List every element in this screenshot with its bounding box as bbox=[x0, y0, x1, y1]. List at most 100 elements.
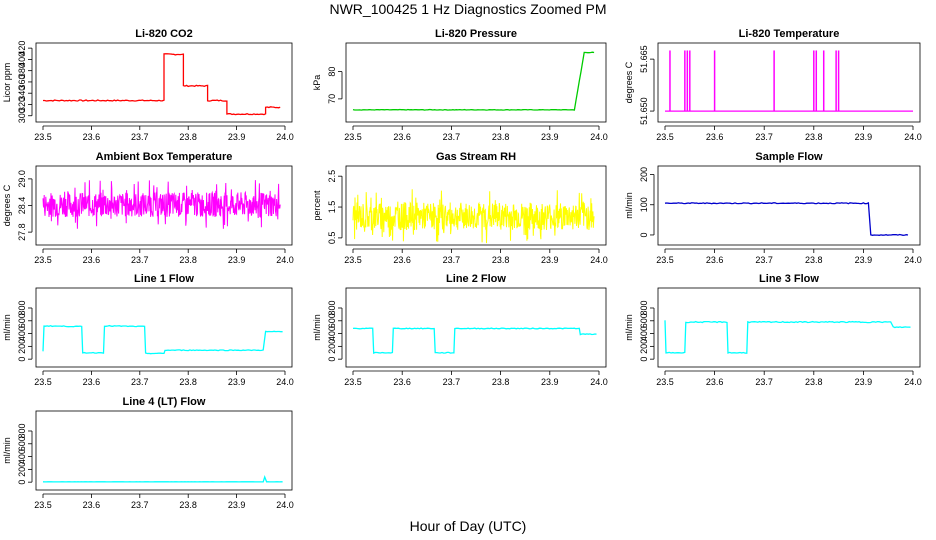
x-tick-label: 23.5 bbox=[656, 132, 674, 142]
series-line bbox=[352, 327, 597, 355]
x-tick-label: 23.8 bbox=[805, 377, 823, 387]
x-tick-label: 23.8 bbox=[805, 255, 823, 265]
x-tick-label: 24.0 bbox=[904, 255, 922, 265]
y-tick-label: 340 bbox=[17, 86, 27, 101]
y-tick-label: 800 bbox=[17, 300, 27, 315]
y-tick-label: 600 bbox=[639, 313, 649, 328]
y-tick-label: 200 bbox=[639, 167, 649, 182]
x-tick-label: 23.9 bbox=[228, 500, 246, 510]
chart-title: Line 1 Flow bbox=[134, 273, 194, 285]
y-tick-label: 0 bbox=[639, 232, 649, 237]
x-tick-label: 23.8 bbox=[492, 377, 510, 387]
plot-frame bbox=[345, 42, 607, 123]
y-tick-label: 0 bbox=[17, 357, 27, 362]
x-tick-label: 23.5 bbox=[656, 255, 674, 265]
x-tick-label: 23.6 bbox=[83, 377, 101, 387]
plot-frame bbox=[657, 42, 921, 123]
x-tick-label: 23.8 bbox=[492, 255, 510, 265]
x-tick-label: 23.7 bbox=[131, 377, 149, 387]
chart-panel: Line 3 Flow 23.5 23.6 23.7 23.8 23.9 24.0 0 2004… bbox=[624, 273, 922, 387]
chart-panel: Line 1 Flow 23.5 23.6 23.7 23.8 23.9 24.0 0 2004… bbox=[2, 273, 294, 387]
plot-frame bbox=[35, 165, 293, 246]
chart-title: Li-820 Pressure bbox=[435, 28, 517, 40]
x-tick-label: 23.9 bbox=[541, 255, 559, 265]
y-tick-label: 29.0 bbox=[17, 170, 27, 188]
y-tick-label: 800 bbox=[327, 300, 337, 315]
chart-title: Sample Flow bbox=[755, 151, 823, 163]
x-tick-label: 23.8 bbox=[179, 255, 197, 265]
y-tick-label: 0 bbox=[17, 480, 27, 485]
plot-frame bbox=[35, 287, 293, 368]
chart-title: Ambient Box Temperature bbox=[96, 151, 233, 163]
x-tick-label: 23.7 bbox=[755, 132, 773, 142]
chart-panel: Line 4 (LT) Flow 23.5 23.6 23.7 23.8 23.9 24.0… bbox=[2, 396, 294, 510]
x-tick-label: 23.9 bbox=[855, 255, 873, 265]
y-tick-label: 1.5 bbox=[327, 201, 337, 214]
y-tick-label: 380 bbox=[17, 63, 27, 78]
series-line bbox=[664, 320, 911, 354]
x-tick-label: 23.7 bbox=[131, 255, 149, 265]
x-tick-label: 23.8 bbox=[805, 132, 823, 142]
chart-title: Line 4 (LT) Flow bbox=[123, 396, 206, 408]
x-tick-label: 23.5 bbox=[34, 377, 52, 387]
x-tick-label: 23.6 bbox=[706, 377, 724, 387]
chart-panel: Line 2 Flow 23.5 23.6 23.7 23.8 23.9 24.0 0 2004… bbox=[312, 273, 608, 387]
y-tick-label: 600 bbox=[327, 313, 337, 328]
x-tick-label: 23.7 bbox=[131, 500, 149, 510]
x-tick-label: 23.8 bbox=[492, 132, 510, 142]
x-tick-label: 23.7 bbox=[443, 255, 461, 265]
series-line bbox=[664, 201, 909, 236]
y-axis-label: percent bbox=[312, 190, 322, 221]
x-tick-label: 23.6 bbox=[393, 132, 411, 142]
y-axis-label: kPa bbox=[312, 75, 322, 91]
x-tick-label: 23.9 bbox=[541, 377, 559, 387]
y-tick-label: 400 bbox=[327, 326, 337, 341]
y-tick-label: 400 bbox=[17, 52, 27, 67]
x-tick-label: 23.8 bbox=[179, 500, 197, 510]
x-tick-label: 23.6 bbox=[706, 255, 724, 265]
x-tick-label: 24.0 bbox=[276, 132, 294, 142]
y-axis-label: degrees C bbox=[624, 61, 634, 103]
x-tick-label: 24.0 bbox=[590, 377, 608, 387]
x-tick-label: 23.5 bbox=[34, 255, 52, 265]
x-tick-label: 23.7 bbox=[131, 132, 149, 142]
x-tick-label: 23.7 bbox=[755, 377, 773, 387]
y-axis-label: ml/min bbox=[312, 314, 322, 341]
x-tick-label: 23.5 bbox=[344, 377, 362, 387]
chart-panel: Sample Flow 23.5 23.6 23.7 23.8 23.9 24.0 0 100 2… bbox=[624, 151, 922, 265]
y-axis-label: ml/min bbox=[2, 437, 12, 464]
x-tick-label: 24.0 bbox=[276, 377, 294, 387]
x-tick-label: 23.5 bbox=[34, 132, 52, 142]
chart-title: Line 2 Flow bbox=[446, 273, 506, 285]
y-tick-label: 51.650 bbox=[639, 97, 649, 125]
x-tick-label: 23.6 bbox=[83, 132, 101, 142]
x-tick-label: 23.9 bbox=[855, 132, 873, 142]
plot-frame bbox=[657, 287, 921, 368]
chart-title: Gas Stream RH bbox=[436, 151, 516, 163]
x-tick-label: 23.6 bbox=[83, 255, 101, 265]
x-tick-label: 23.6 bbox=[706, 132, 724, 142]
x-tick-label: 23.5 bbox=[344, 255, 362, 265]
series-line bbox=[42, 180, 281, 229]
y-tick-label: 800 bbox=[17, 423, 27, 438]
y-tick-label: 300 bbox=[17, 108, 27, 123]
x-tick-label: 23.5 bbox=[34, 500, 52, 510]
x-tick-label: 24.0 bbox=[276, 255, 294, 265]
y-tick-label: 420 bbox=[17, 41, 27, 56]
y-tick-label: 400 bbox=[17, 326, 27, 341]
x-tick-label: 23.9 bbox=[855, 377, 873, 387]
y-tick-label: 320 bbox=[17, 97, 27, 112]
y-tick-label: 0 bbox=[327, 357, 337, 362]
x-axis-label: Hour of Day (UTC) bbox=[409, 518, 527, 534]
chart-panel: Li-820 Pressure 23.5 23.6 23.7 23.8 23.9 24.0 7… bbox=[312, 28, 608, 142]
x-tick-label: 24.0 bbox=[276, 500, 294, 510]
x-tick-label: 23.5 bbox=[656, 377, 674, 387]
chart-panel: Li-820 Temperature 23.5 23.6 23.7 23.8 23.9 24… bbox=[624, 28, 922, 142]
y-tick-label: 400 bbox=[17, 449, 27, 464]
y-tick-label: 51.665 bbox=[639, 45, 649, 73]
chart-title: Line 3 Flow bbox=[759, 273, 819, 285]
chart-title: Li-820 CO2 bbox=[135, 28, 192, 40]
x-tick-label: 23.6 bbox=[393, 377, 411, 387]
series-line bbox=[42, 324, 283, 355]
